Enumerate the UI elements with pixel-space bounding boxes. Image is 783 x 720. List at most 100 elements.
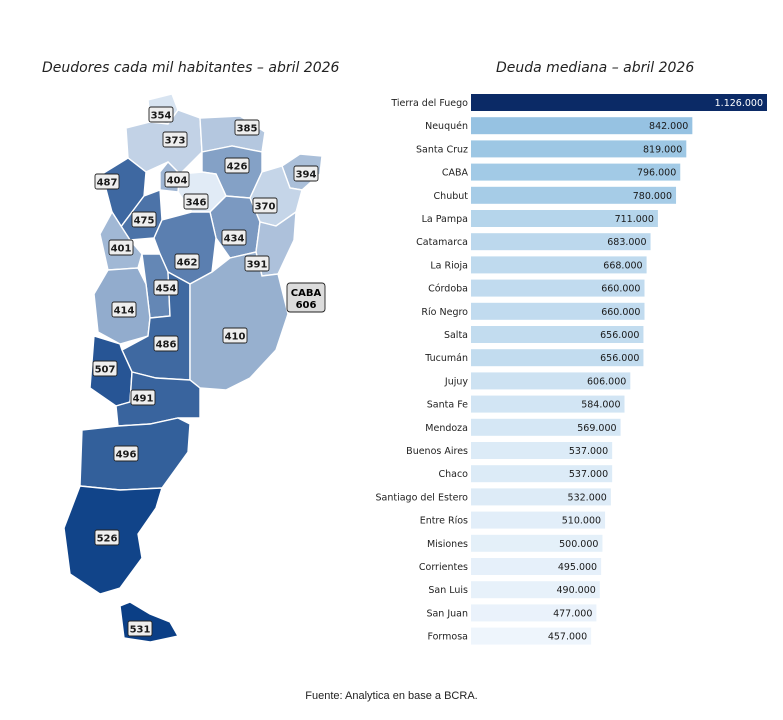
province-value-label: 346	[183, 193, 209, 210]
value-label-text: 487	[97, 178, 118, 189]
bar-category-label: Córdoba	[428, 284, 468, 295]
bar-value-label: 457.000	[548, 632, 587, 643]
province-value-label: 404	[164, 171, 190, 188]
bar-value-label: 490.000	[557, 585, 596, 596]
bar-value-label: 660.000	[601, 284, 640, 295]
bar-category-label: Santa Fe	[427, 400, 468, 411]
bar-san-luis	[471, 581, 600, 599]
bar-la-pampa	[471, 210, 658, 227]
value-label-box	[92, 360, 118, 377]
value-label-box	[244, 255, 270, 272]
province-value-label: 354	[148, 106, 174, 123]
bar-value-label: 796.000	[637, 168, 676, 179]
value-label-box	[127, 620, 153, 637]
province-value-label: 426	[224, 157, 250, 174]
value-label-text: 531	[130, 625, 151, 636]
bar-value-label: 780.000	[633, 191, 672, 202]
bar-santiago-del-estero	[471, 488, 611, 506]
value-label-text: 394	[296, 170, 317, 181]
bar-value-label: 683.000	[607, 237, 646, 248]
province-value-label: 391	[244, 255, 270, 272]
province-value-label: 491	[130, 389, 156, 406]
bar-san-juan	[471, 604, 597, 622]
bar-value-label: 537.000	[569, 469, 608, 480]
value-label-box	[293, 165, 319, 182]
value-label-text: 486	[156, 340, 177, 351]
bar-value-label: 537.000	[569, 446, 608, 457]
bar-neuquen	[471, 117, 693, 135]
bar-category-label: CABA	[442, 168, 469, 179]
province-value-label: 414	[111, 301, 137, 318]
province-value-label: 486	[153, 335, 179, 352]
bar-santa-cruz	[471, 140, 687, 158]
bar-category-label: Jujuy	[444, 376, 468, 387]
bar-value-label: 532.000	[568, 492, 607, 503]
source-note: Fuente: Analytica en base a BCRA.	[305, 690, 478, 702]
value-label-box	[162, 131, 188, 148]
value-label-box	[153, 335, 179, 352]
bar-tucuman	[471, 349, 644, 367]
value-label-box	[111, 301, 137, 318]
bar-value-label: 842.000	[649, 121, 688, 132]
caba-label-name: CABA	[291, 288, 322, 299]
bar-category-label: Río Negro	[421, 307, 468, 318]
value-label-text: 414	[114, 306, 135, 317]
bar-value-label: 656.000	[600, 353, 639, 364]
value-label-box	[153, 279, 179, 296]
bar-value-label: 584.000	[581, 400, 620, 411]
province-value-label: 401	[108, 239, 134, 256]
bar-tierra-del-fuego	[471, 94, 767, 111]
province-value-label: 462	[174, 253, 200, 270]
bar-chaco	[471, 465, 613, 483]
bar-value-label: 477.000	[553, 608, 592, 619]
province-value-label: 507	[92, 360, 118, 377]
bar-category-label: Chubut	[434, 191, 469, 202]
bar-category-label: San Juan	[426, 608, 468, 619]
bar-category-label: Formosa	[427, 632, 468, 643]
value-label-box	[131, 211, 157, 228]
value-label-box	[174, 253, 200, 270]
bar-caba	[471, 163, 681, 181]
value-label-text: 526	[97, 534, 118, 545]
value-label-text: 354	[151, 111, 172, 122]
caba-label-box	[286, 282, 326, 313]
value-label-text: 404	[167, 176, 188, 187]
value-label-box	[224, 157, 250, 174]
value-label-box	[183, 193, 209, 210]
bar-category-label: Santa Cruz	[416, 144, 468, 155]
bar-category-label: La Rioja	[430, 260, 468, 271]
bar-value-label: 500.000	[559, 539, 598, 550]
value-label-text: 385	[237, 124, 258, 135]
value-label-box	[94, 173, 120, 190]
province-value-label: 531	[127, 620, 153, 637]
argentina-choropleth-map: 354 373 385 426 394 487 404 346 370 475 434 401 462 3…	[63, 93, 326, 643]
bar-category-label: Mendoza	[425, 423, 468, 434]
caba-label-value: 606	[296, 300, 317, 311]
value-label-text: 434	[224, 234, 245, 245]
value-label-box	[221, 229, 247, 246]
bar-value-label: 1.126.000	[715, 98, 763, 109]
province-santa-fe	[209, 195, 261, 259]
province-rio-negro	[115, 371, 201, 427]
province-value-label: 496	[113, 445, 139, 462]
bar-category-label: Neuquén	[425, 121, 468, 132]
bar-santa-fe	[471, 395, 625, 413]
value-label-text: 475	[134, 216, 155, 227]
bar-category-label: Tucumán	[424, 353, 468, 364]
bar-category-label: Misiones	[427, 539, 468, 550]
province-value-label: 370	[252, 197, 278, 214]
value-label-box	[252, 197, 278, 214]
bar-category-label: Tierra del Fuego	[390, 98, 468, 109]
bar-salta	[471, 326, 644, 343]
value-label-text: 370	[255, 202, 276, 213]
value-label-box	[94, 529, 120, 546]
bar-la-rioja	[471, 256, 647, 274]
bar-category-label: Chaco	[438, 469, 468, 480]
map-title: Deudores cada mil habitantes – abril 202…	[42, 60, 340, 76]
province-value-label: 475	[131, 211, 157, 228]
value-label-text: 391	[247, 260, 268, 271]
value-label-box	[130, 389, 156, 406]
bar-entre-rios	[471, 511, 606, 529]
bar-category-label: La Pampa	[422, 214, 468, 225]
